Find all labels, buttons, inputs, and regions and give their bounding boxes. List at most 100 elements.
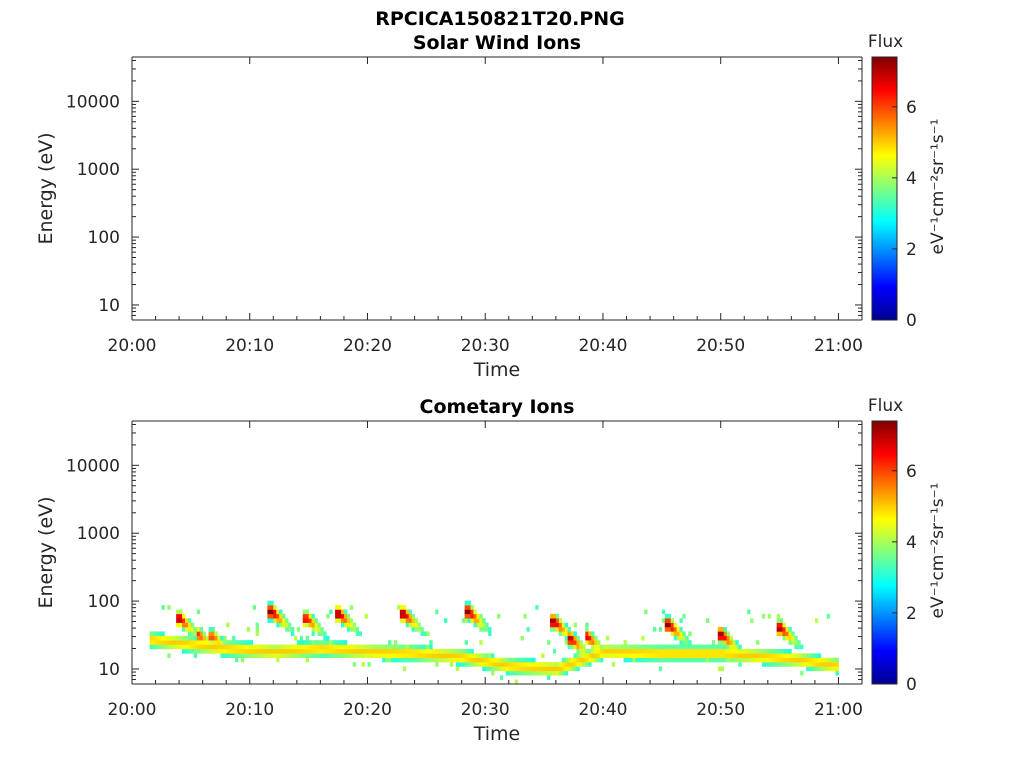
heatmap-cell <box>482 627 486 632</box>
heatmap-cell <box>223 648 227 654</box>
heatmap-cell <box>570 631 574 637</box>
heatmap-cell <box>417 622 421 628</box>
heatmap-cell <box>396 644 401 650</box>
heatmap-cell <box>432 648 436 654</box>
heatmap-cell <box>235 644 239 650</box>
heatmap-cell <box>488 631 492 637</box>
heatmap-cell <box>402 657 407 663</box>
heatmap-cell <box>835 666 839 672</box>
heatmap-cell <box>588 635 592 641</box>
heatmap-cell <box>588 662 592 667</box>
heatmap-cell <box>346 613 351 619</box>
heatmap-cell <box>806 657 810 663</box>
heatmap-cell <box>629 657 633 663</box>
heatmap-cell <box>343 653 348 658</box>
heatmap-cell <box>288 622 292 628</box>
heatmap-cell <box>653 653 657 658</box>
y-tick-label: 100 <box>88 592 120 612</box>
heatmap-cell <box>326 635 330 641</box>
heatmap-cell <box>414 644 418 650</box>
heatmap-cell <box>232 648 236 654</box>
heatmap-cell <box>273 644 277 650</box>
heatmap-cell <box>567 662 571 667</box>
heatmap-cell <box>308 648 312 654</box>
heatmap-cell <box>399 613 404 619</box>
heatmap-cell <box>429 640 433 645</box>
heatmap-cell <box>794 635 798 641</box>
heatmap-cell <box>432 653 436 658</box>
heatmap-cell <box>373 644 377 650</box>
heatmap-cell <box>814 662 819 667</box>
heatmap-cell <box>237 648 242 654</box>
heatmap-cell <box>296 644 301 650</box>
heatmap-cell <box>638 648 642 654</box>
heatmap-cell <box>473 653 477 658</box>
heatmap-cell <box>270 653 274 658</box>
heatmap-cell <box>376 653 380 658</box>
heatmap-cell <box>532 670 536 676</box>
heatmap-cell <box>773 648 778 654</box>
heatmap-cell <box>523 666 527 672</box>
heatmap-cell <box>214 648 218 654</box>
heatmap-cell <box>405 648 410 654</box>
heatmap-cell <box>485 666 489 672</box>
heatmap-cell <box>835 670 839 676</box>
y-tick-label: 10 <box>98 660 120 680</box>
heatmap-cell <box>711 648 716 654</box>
heatmap-cell <box>732 648 736 654</box>
heatmap-cell <box>688 644 692 650</box>
heatmap-cell <box>735 657 739 663</box>
heatmap-cell <box>585 648 589 654</box>
heatmap-cell <box>285 622 289 628</box>
heatmap-cell <box>276 622 280 628</box>
heatmap-cell <box>414 627 418 632</box>
heatmap-cell <box>305 622 310 628</box>
heatmap-cell <box>676 648 680 654</box>
heatmap-cell <box>694 648 698 654</box>
heatmap-cell <box>670 648 675 654</box>
heatmap-cell <box>361 644 365 650</box>
heatmap-cell <box>567 640 571 645</box>
heatmap-cell <box>402 653 407 658</box>
heatmap-cell <box>176 613 180 619</box>
heatmap-cell <box>738 648 742 654</box>
heatmap-cell <box>223 653 227 658</box>
heatmap-cell <box>199 635 204 641</box>
heatmap-cell <box>232 653 236 658</box>
heatmap-cell <box>494 657 498 663</box>
heatmap-cell <box>779 657 783 663</box>
heatmap-cell <box>782 657 786 663</box>
heatmap-cell <box>547 675 551 680</box>
heatmap-cell <box>541 670 545 676</box>
colorbar-tick-label: 4 <box>906 169 917 189</box>
heatmap-cell <box>426 657 430 663</box>
heatmap-cell <box>664 653 669 658</box>
heatmap-cell <box>614 648 619 654</box>
heatmap-cell <box>338 640 342 645</box>
heatmap-cell <box>261 644 265 650</box>
heatmap-cell <box>426 644 430 650</box>
heatmap-cell <box>355 648 360 654</box>
heatmap-cell <box>243 644 248 650</box>
heatmap-cell <box>502 657 507 663</box>
heatmap-cell <box>806 662 810 667</box>
heatmap-cell <box>408 648 413 654</box>
heatmap-cell <box>573 662 577 667</box>
heatmap-cell <box>832 666 836 672</box>
heatmap-cell <box>488 662 492 667</box>
heatmap-cell <box>673 627 677 632</box>
heatmap-cell <box>476 662 480 667</box>
heatmap-cell <box>202 648 206 654</box>
heatmap-cell <box>670 653 675 658</box>
colorbar-tick-label: 6 <box>906 98 917 118</box>
heatmap-cell <box>420 657 424 663</box>
heatmap-cell <box>482 618 486 623</box>
heatmap-cell <box>317 644 321 650</box>
heatmap-cell <box>452 657 457 663</box>
heatmap-cell <box>800 670 804 676</box>
heatmap-cell <box>467 648 471 654</box>
heatmap-cell <box>429 648 433 654</box>
heatmap-cell <box>302 618 307 623</box>
heatmap-cell <box>408 653 413 658</box>
heatmap-cell <box>735 648 739 654</box>
